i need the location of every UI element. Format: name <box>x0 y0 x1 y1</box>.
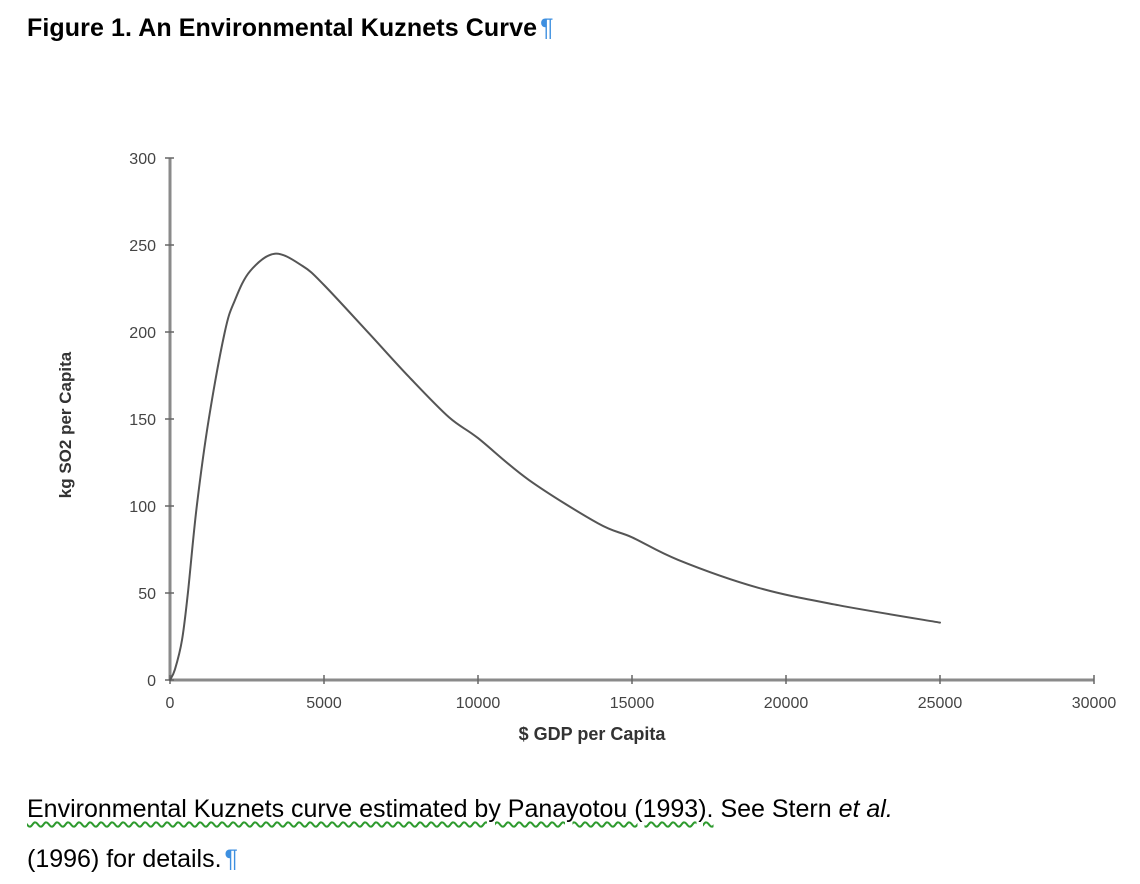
x-axis-ticks: 0 5000 10000 15000 20000 25000 30000 <box>166 675 1117 712</box>
y-tick-label: 250 <box>129 238 156 255</box>
caption-line-1: Environmental Kuznets curve estimated by… <box>27 784 1107 834</box>
x-tick-label: 10000 <box>456 695 501 712</box>
y-tick-label: 0 <box>147 673 156 690</box>
caption-plain-text: See Stern <box>713 795 839 823</box>
y-tick-label: 150 <box>129 412 156 429</box>
caption-line-2: (1996) for details. ¶ <box>27 834 1107 884</box>
y-tick-label: 50 <box>138 586 156 603</box>
y-tick-label: 200 <box>129 325 156 342</box>
x-tick-label: 15000 <box>610 695 655 712</box>
chart-axes <box>168 158 1094 682</box>
caption-line-2-text: (1996) for details. <box>27 845 222 873</box>
x-axis-label: $ GDP per Capita <box>519 724 667 744</box>
pilcrow-icon: ¶ <box>224 845 238 873</box>
caption-italic-text: et al. <box>838 795 893 823</box>
y-axis-label: kg SO2 per Capita <box>56 351 75 498</box>
figure-caption: Environmental Kuznets curve estimated by… <box>27 784 1107 884</box>
x-tick-label: 25000 <box>918 695 963 712</box>
x-tick-label: 30000 <box>1072 695 1117 712</box>
y-tick-label: 300 <box>129 151 156 168</box>
x-tick-label: 0 <box>166 695 175 712</box>
ekc-chart: 0 50 100 150 200 250 300 0 5000 10000 15000 20000 2… <box>56 151 1117 744</box>
grammar-flagged-text[interactable]: Environmental Kuznets curve estimated by… <box>27 795 714 823</box>
pilcrow-icon: ¶ <box>540 14 554 42</box>
figure-title: Figure 1. An Environmental Kuznets Curve… <box>27 14 554 43</box>
x-tick-label: 20000 <box>764 695 809 712</box>
x-tick-label: 5000 <box>306 695 342 712</box>
figure-title-text: Figure 1. An Environmental Kuznets Curve <box>27 14 538 42</box>
ekc-curve-line <box>169 252 941 681</box>
y-axis-ticks: 0 50 100 150 200 250 300 <box>129 151 174 690</box>
y-tick-label: 100 <box>129 499 156 516</box>
